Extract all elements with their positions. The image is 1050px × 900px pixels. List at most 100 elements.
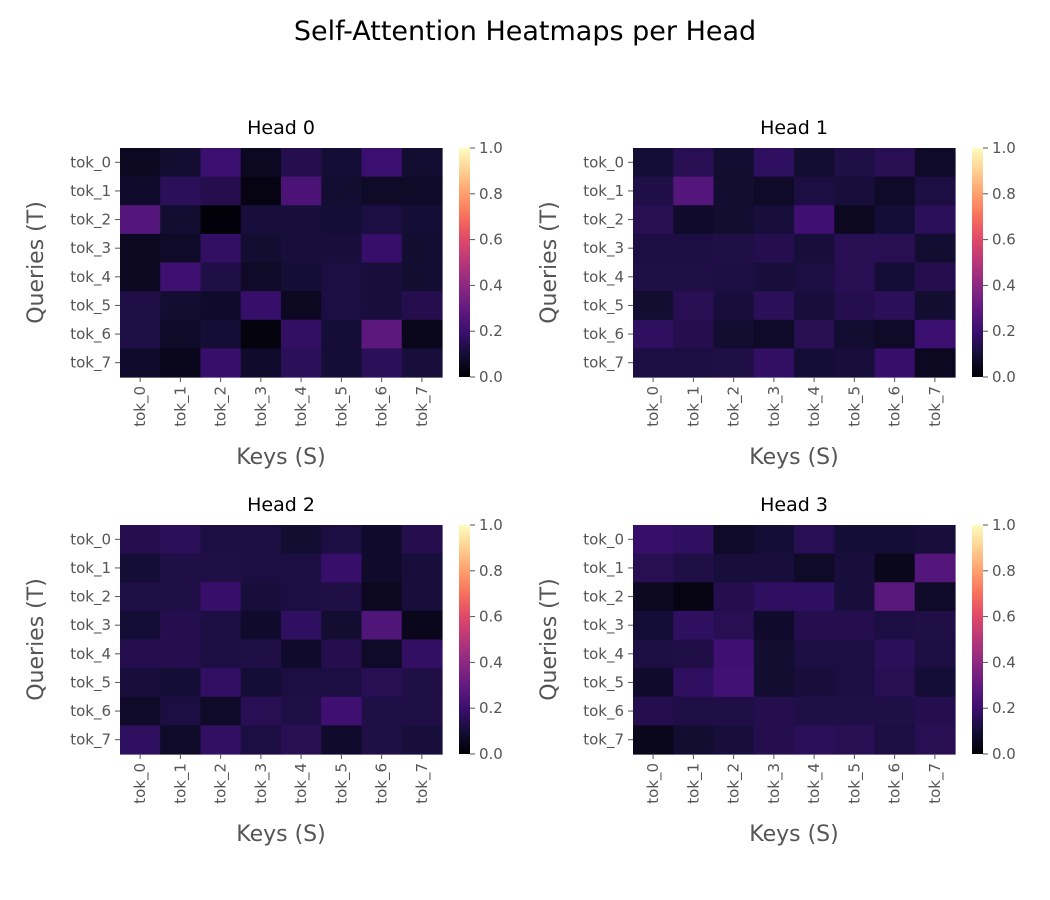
heatmap-cell	[401, 262, 443, 292]
x-tick-label: tok_0	[644, 763, 663, 804]
x-axis-label: Keys (S)	[236, 445, 325, 470]
x-tick-label: tok_1	[684, 763, 703, 804]
heatmap-cell	[633, 205, 674, 235]
y-tick-label: tok_5	[583, 673, 624, 692]
heatmap-cell	[794, 319, 835, 349]
colorbar-tick-label: 0.0	[479, 368, 503, 386]
heatmap-cell	[120, 176, 161, 206]
colorbar-tick-label: 0.2	[479, 322, 503, 340]
heatmap-cell	[914, 148, 956, 178]
heatmap-cell	[753, 725, 795, 755]
heatmap-cell	[673, 696, 715, 726]
heatmap-cell	[874, 668, 916, 698]
y-tick-label: tok_4	[583, 645, 624, 664]
heatmap-cell	[914, 262, 956, 292]
heatmap-cell	[281, 319, 322, 349]
colorbar-tick-label: 0.0	[992, 368, 1016, 386]
heatmap-cell	[794, 291, 835, 321]
heatmap-cell	[673, 205, 715, 235]
heatmap-cell	[633, 319, 674, 349]
heatmap-cell	[753, 176, 795, 206]
panel-title: Head 0	[247, 117, 315, 139]
heatmap-cell	[321, 725, 363, 755]
y-axis-label: Queries (T)	[24, 201, 49, 324]
x-tick-label: tok_3	[765, 763, 784, 804]
heatmap-cell	[914, 291, 956, 321]
x-tick-label: tok_4	[292, 763, 311, 804]
heatmap-cell	[753, 148, 795, 178]
heatmap-cell	[120, 668, 161, 698]
heatmap-cell	[914, 205, 956, 235]
heatmap-cell	[633, 525, 674, 555]
x-tick-label: tok_3	[765, 386, 784, 427]
heatmap-cell	[321, 319, 363, 349]
colorbar	[972, 525, 983, 754]
heatmap-cell	[673, 639, 715, 669]
heatmap-cell	[160, 553, 202, 583]
heatmap-cell	[240, 176, 282, 206]
heatmap-cell	[401, 176, 443, 206]
panel-title: Head 1	[760, 117, 828, 139]
y-tick-label: tok_6	[70, 325, 111, 344]
heatmap-cell	[401, 233, 443, 264]
heatmap-cell	[914, 582, 956, 612]
heatmap-cell	[633, 553, 674, 583]
heatmap-cell	[713, 291, 755, 321]
heatmap-cell	[200, 725, 242, 755]
heatmap-cell	[713, 148, 755, 178]
colorbar-tick-label: 0.4	[992, 653, 1016, 671]
heatmap-cell	[633, 582, 674, 612]
heatmap-cell	[753, 262, 795, 292]
heatmap-cell	[281, 639, 322, 669]
heatmap-cell	[120, 319, 161, 349]
heatmap-cell	[240, 233, 282, 264]
x-tick-label: tok_1	[684, 386, 703, 427]
heatmap-cell	[834, 639, 876, 669]
x-tick-label: tok_6	[886, 763, 905, 804]
colorbar-tick-label: 0.4	[992, 276, 1016, 294]
heatmap-cell	[401, 725, 443, 755]
heatmap-cell	[874, 582, 916, 612]
heatmap-cell	[713, 582, 755, 612]
heatmap-cell	[321, 148, 363, 178]
heatmap-cell	[361, 725, 403, 755]
y-tick-label: tok_0	[583, 530, 624, 549]
heatmap-cell	[834, 176, 876, 206]
heatmap-cell	[321, 553, 363, 583]
heatmap-cell	[794, 176, 835, 206]
heatmap-cell	[321, 291, 363, 321]
heatmap-cell	[240, 668, 282, 698]
colorbar-tick-label: 0.6	[992, 608, 1016, 626]
heatmap-cell	[753, 668, 795, 698]
heatmap-cell	[713, 348, 755, 378]
heatmap-cell	[321, 525, 363, 555]
heatmap-cell	[673, 348, 715, 378]
heatmap-cell	[713, 525, 755, 555]
heatmap-cell	[834, 553, 876, 583]
heatmap-cell	[200, 319, 242, 349]
heatmap-cell	[281, 725, 322, 755]
heatmap-cell	[874, 610, 916, 641]
heatmap-cell	[633, 348, 674, 378]
heatmap-cell	[200, 639, 242, 669]
heatmap-cell	[713, 610, 755, 641]
heatmap-cell	[120, 553, 161, 583]
colorbar-tick-label: 0.4	[479, 653, 503, 671]
colorbar-tick-label: 0.2	[992, 699, 1016, 717]
x-tick-label: tok_1	[171, 763, 190, 804]
heatmap-cell	[401, 205, 443, 235]
y-tick-label: tok_5	[70, 673, 111, 692]
heatmap-cell	[120, 696, 161, 726]
y-tick-label: tok_7	[583, 354, 624, 373]
heatmap-cell	[874, 553, 916, 583]
heatmap-cell	[713, 553, 755, 583]
heatmap-cell	[673, 553, 715, 583]
heatmap-cell	[673, 525, 715, 555]
heatmap-cell	[120, 262, 161, 292]
heatmap-cell	[321, 262, 363, 292]
heatmap-cell	[401, 348, 443, 378]
y-axis-label: Queries (T)	[24, 578, 49, 701]
heatmap-cell	[281, 348, 322, 378]
heatmap-cell	[240, 639, 282, 669]
heatmap-cell	[200, 148, 242, 178]
